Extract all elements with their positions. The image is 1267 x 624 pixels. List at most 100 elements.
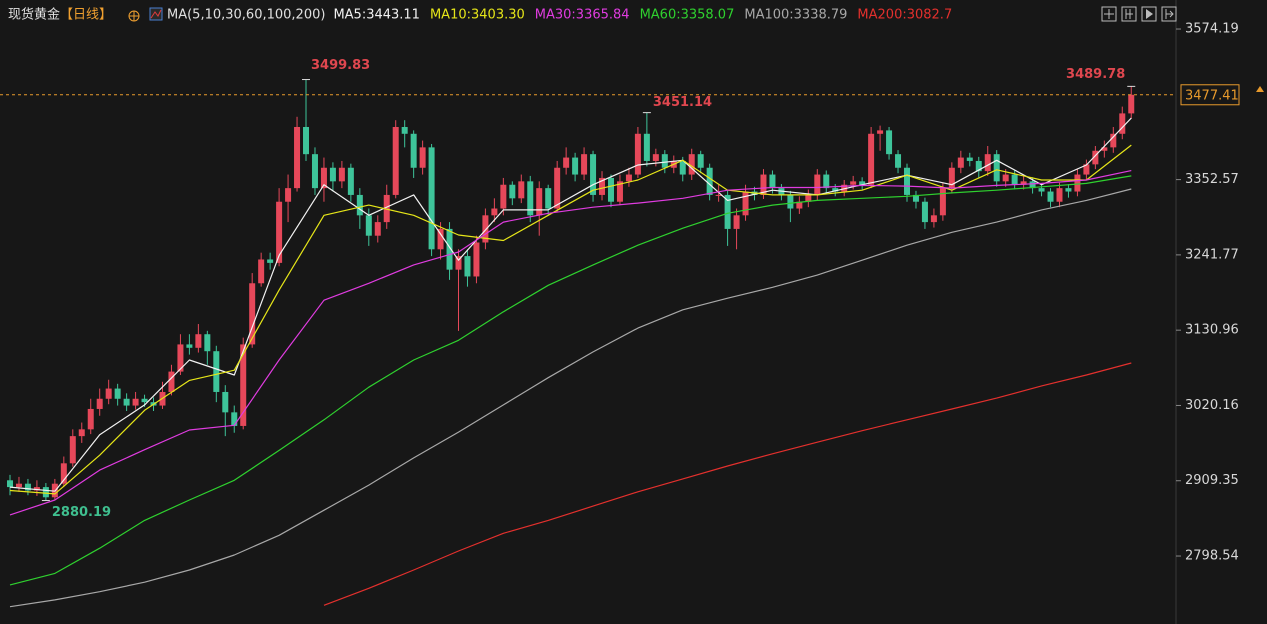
y-tick-label: 2909.35 — [1185, 473, 1239, 488]
candle-body — [706, 167, 713, 195]
candle-body — [697, 154, 704, 168]
candle-body — [984, 154, 991, 172]
candle-body — [661, 154, 668, 168]
candle-body — [966, 157, 973, 161]
candle-body — [895, 154, 902, 168]
candle-body — [105, 388, 112, 399]
candle-body — [1092, 150, 1099, 165]
candle-body — [877, 130, 884, 134]
candle-body — [823, 174, 830, 189]
candle-body — [222, 391, 229, 413]
candle-body — [1074, 174, 1081, 192]
candle-body — [60, 463, 67, 484]
candle-body — [410, 133, 417, 168]
candle-body — [249, 283, 256, 345]
toolbar-glyph — [1104, 9, 1114, 19]
toolbar-button[interactable] — [1161, 6, 1177, 22]
candle-body — [939, 188, 946, 216]
legend-entry: MA60:3358.07 — [640, 8, 735, 23]
y-tick-label: 3020.16 — [1185, 398, 1239, 413]
candle-body — [581, 154, 588, 175]
candle-body — [1128, 94, 1135, 114]
candle-body — [491, 208, 498, 216]
candle-body — [1047, 191, 1054, 202]
candle-body — [401, 126, 408, 134]
candle-body — [868, 133, 875, 185]
toolbar-button[interactable] — [1121, 6, 1137, 22]
legend-entry: MA5:3443.11 — [333, 8, 420, 23]
candle-body — [195, 334, 202, 348]
candle-body — [850, 181, 857, 185]
candle-body — [177, 344, 184, 372]
candle-body — [1029, 181, 1036, 189]
candle-body — [1101, 147, 1108, 151]
candle-body — [904, 167, 910, 195]
legend-entry: MA10:3403.30 — [430, 8, 525, 23]
candle-body — [356, 194, 363, 216]
candle-body — [446, 228, 453, 270]
candle-body — [69, 436, 76, 464]
candle-body — [213, 351, 220, 392]
candle-body — [267, 259, 274, 263]
toolbar — [1101, 6, 1177, 22]
candle-body — [832, 188, 839, 192]
candle-body — [733, 215, 740, 229]
candle-body — [428, 147, 435, 250]
legend-entry: MA30:3365.84 — [535, 8, 630, 23]
candle-body — [141, 398, 148, 403]
extreme-label: 3499.83 — [311, 58, 370, 73]
candle-body — [1002, 174, 1009, 182]
toolbar-button[interactable] — [1101, 6, 1117, 22]
candle-body — [329, 167, 336, 182]
candle-body — [769, 174, 776, 189]
candles — [7, 79, 1135, 501]
candle-body — [742, 191, 749, 216]
candle-body — [419, 147, 426, 168]
ma-line — [323, 362, 1132, 606]
candle-body — [437, 228, 444, 250]
candle-body — [787, 194, 794, 209]
ma-line — [9, 175, 1132, 586]
candle-body — [294, 126, 301, 189]
candle-body — [482, 215, 489, 243]
candle-body — [455, 256, 462, 270]
candle-body — [616, 181, 623, 202]
candle-body — [464, 256, 471, 277]
y-tick-label: 3574.19 — [1185, 22, 1239, 37]
candle-body — [204, 334, 211, 352]
candle-body — [1038, 188, 1045, 192]
legend-entry: MA200:3082.7 — [857, 8, 952, 23]
candle-body — [303, 126, 310, 155]
candle-body — [1020, 181, 1027, 185]
candle-body — [96, 398, 103, 409]
candle-body — [715, 194, 722, 196]
toolbar-button[interactable] — [1141, 6, 1157, 22]
candle-body — [625, 174, 632, 182]
candle-body — [957, 157, 964, 168]
candle-body — [186, 344, 193, 348]
candle-body — [132, 398, 139, 406]
candle-body — [948, 167, 955, 189]
candle-body — [15, 483, 22, 488]
candle-body — [912, 194, 919, 202]
candle-body — [240, 344, 247, 426]
candle-body — [921, 201, 928, 223]
candle-body — [365, 215, 372, 236]
candle-body — [652, 154, 659, 161]
toolbar-glyph — [1125, 9, 1133, 19]
extreme-label: 2880.19 — [52, 505, 111, 520]
candle-body — [545, 188, 552, 209]
candle-body — [796, 201, 803, 209]
instrument-title: 现货黄金 — [8, 7, 60, 23]
candle-body — [1083, 164, 1090, 175]
last-price-label: 3477.41 — [1185, 88, 1239, 103]
candle-body — [993, 154, 1000, 182]
candle-body — [554, 167, 561, 209]
period-label[interactable]: 【日线】 — [60, 8, 112, 23]
candle-body — [42, 487, 49, 498]
toolbar-glyph — [1165, 9, 1174, 19]
y-tick-label: 3130.96 — [1185, 323, 1239, 338]
